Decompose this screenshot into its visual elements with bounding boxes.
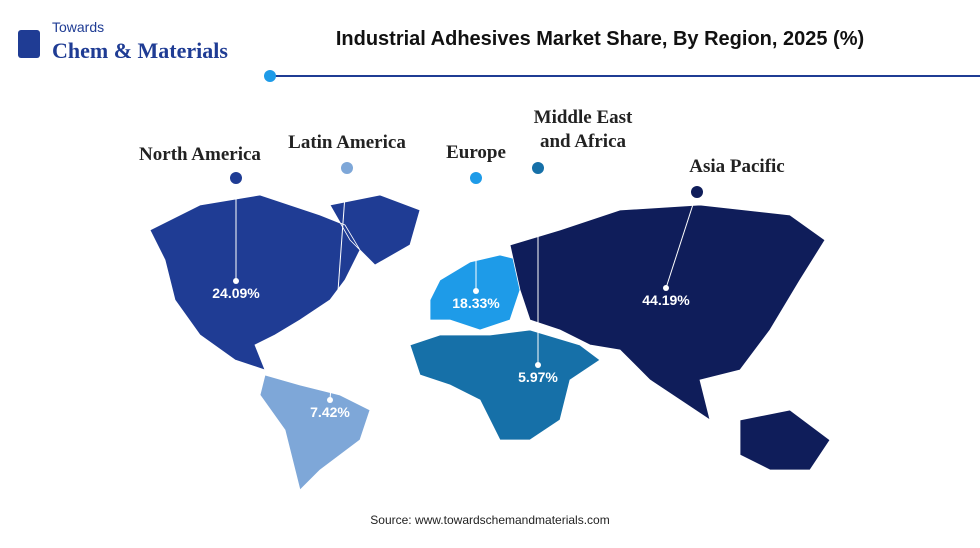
- leader-dot: [341, 162, 353, 174]
- leader-dot: [230, 172, 242, 184]
- logo-icon: [18, 30, 40, 58]
- divider-dot: [264, 70, 276, 82]
- value-dot: [233, 278, 239, 284]
- value-dot: [663, 285, 669, 291]
- value-dot: [473, 288, 479, 294]
- leader-line: [665, 191, 698, 289]
- region-label: Asia Pacific: [689, 156, 785, 177]
- region-label: Latin America: [288, 132, 406, 153]
- region: [149, 194, 421, 371]
- value-label: 7.42%: [310, 404, 350, 420]
- logo-top: Towards: [52, 19, 104, 35]
- value-dot: [535, 362, 541, 368]
- value-label: 18.33%: [452, 295, 500, 311]
- value-label: 24.09%: [212, 285, 260, 301]
- leader-dot: [691, 186, 703, 198]
- region: [259, 374, 371, 491]
- chart-title: Industrial Adhesives Market Share, By Re…: [336, 28, 864, 50]
- source: Source: www.towardschemandmaterials.com: [370, 513, 609, 527]
- region-label: North America: [139, 144, 261, 165]
- region-label: Europe: [446, 142, 506, 163]
- leader-line: [329, 167, 348, 401]
- region: [409, 329, 601, 441]
- logo-main: Chem & Materials: [52, 38, 228, 63]
- region-label: Middle East and Africa: [533, 107, 633, 152]
- value-label: 44.19%: [642, 292, 690, 308]
- region: [509, 204, 831, 471]
- leader-dot: [532, 162, 544, 174]
- leader-dot: [470, 172, 482, 184]
- value-label: 5.97%: [518, 369, 558, 385]
- value-dot: [327, 397, 333, 403]
